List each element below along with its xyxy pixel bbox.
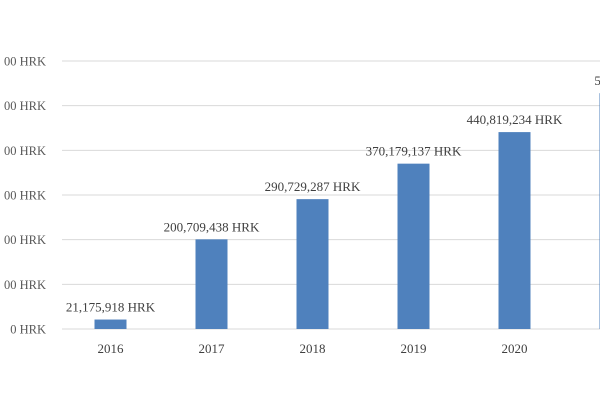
bar-2016 bbox=[94, 319, 127, 329]
x-tick-label: 2017 bbox=[199, 341, 226, 356]
bars bbox=[94, 93, 600, 329]
data-label-2016: 21,175,918 HRK bbox=[66, 300, 156, 315]
x-tick-label: 2019 bbox=[401, 341, 427, 356]
x-axis-ticks: 201620172018201920202 bbox=[98, 341, 528, 356]
bar-2020 bbox=[498, 132, 531, 329]
bar-2019 bbox=[397, 163, 430, 329]
bar-2018 bbox=[296, 199, 329, 329]
x-tick-label: 2020 bbox=[502, 341, 528, 356]
data-label-2017: 200,709,438 HRK bbox=[164, 219, 260, 234]
y-tick-label: 00 HRK bbox=[4, 189, 46, 203]
y-tick-label: 00 HRK bbox=[4, 278, 46, 292]
data-label-2020: 440,819,234 HRK bbox=[467, 112, 563, 127]
data-label-2019: 370,179,137 HRK bbox=[366, 144, 462, 159]
y-tick-label: 00 HRK bbox=[4, 233, 46, 247]
y-tick-label: 00 HRK bbox=[4, 99, 46, 113]
data-label-2021: 528,000 bbox=[594, 73, 600, 88]
bar-2017 bbox=[195, 239, 228, 329]
gridlines bbox=[62, 60, 600, 330]
data-labels: 21,175,918 HRK 200,709,438 HRK 290,729,287… bbox=[66, 73, 600, 314]
x-tick-label: 2016 bbox=[98, 341, 125, 356]
data-label-2018: 290,729,287 HRK bbox=[265, 179, 361, 194]
x-tick-label: 2018 bbox=[300, 341, 326, 356]
y-tick-label: 00 HRK bbox=[4, 55, 46, 69]
y-axis-ticks: 0 HRK 00 HRK 00 HRK 00 HRK 00 HRK 00 HRK 00 HR… bbox=[4, 55, 46, 337]
y-tick-label: 0 HRK bbox=[10, 323, 46, 337]
y-tick-label: 00 HRK bbox=[4, 144, 46, 158]
